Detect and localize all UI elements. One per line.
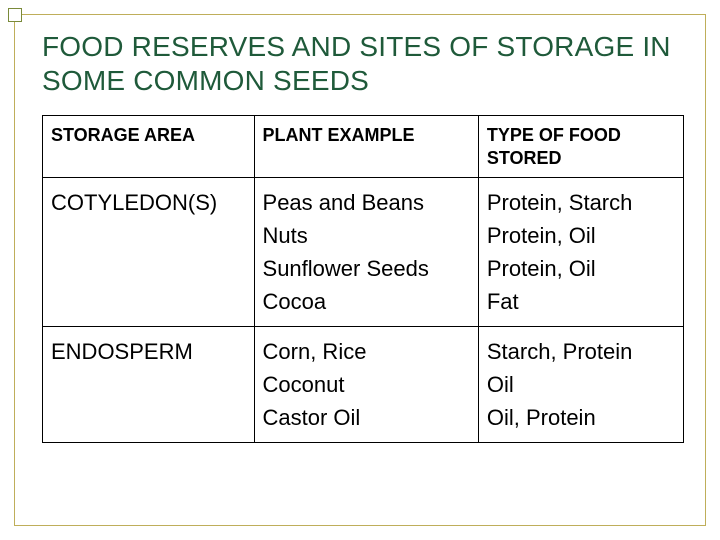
cell-line: Oil	[487, 368, 675, 401]
col-header-food-type: TYPE OF FOOD STORED	[478, 116, 683, 178]
cell-line: Sunflower Seeds	[263, 252, 470, 285]
cell-line: Protein, Starch	[487, 186, 675, 219]
cell-line: Castor Oil	[263, 401, 470, 434]
cell-line: Coconut	[263, 368, 470, 401]
cell-food-type: Protein, Starch Protein, Oil Protein, Oi…	[478, 178, 683, 327]
col-header-plant-example: PLANT EXAMPLE	[254, 116, 478, 178]
cell-line: Nuts	[263, 219, 470, 252]
slide-title: FOOD RESERVES AND SITES OF STORAGE IN SO…	[42, 30, 684, 97]
cell-line: Protein, Oil	[487, 252, 675, 285]
cell-line: Fat	[487, 285, 675, 318]
cell-plant-example: Corn, Rice Coconut Castor Oil	[254, 327, 478, 443]
cell-line: Corn, Rice	[263, 335, 470, 368]
cell-line: Cocoa	[263, 285, 470, 318]
table-row: ENDOSPERM Corn, Rice Coconut Castor Oil …	[43, 327, 684, 443]
cell-line: Peas and Beans	[263, 186, 470, 219]
table-header-row: STORAGE AREA PLANT EXAMPLE TYPE OF FOOD …	[43, 116, 684, 178]
col-header-storage-area: STORAGE AREA	[43, 116, 255, 178]
cell-food-type: Starch, Protein Oil Oil, Protein	[478, 327, 683, 443]
cell-line: Protein, Oil	[487, 219, 675, 252]
slide-content: FOOD RESERVES AND SITES OF STORAGE IN SO…	[14, 14, 706, 526]
cell-line: Starch, Protein	[487, 335, 675, 368]
cell-storage-area: COTYLEDON(S)	[43, 178, 255, 327]
cell-plant-example: Peas and Beans Nuts Sunflower Seeds Coco…	[254, 178, 478, 327]
cell-storage-area: ENDOSPERM	[43, 327, 255, 443]
table-row: COTYLEDON(S) Peas and Beans Nuts Sunflow…	[43, 178, 684, 327]
storage-table: STORAGE AREA PLANT EXAMPLE TYPE OF FOOD …	[42, 115, 684, 443]
cell-line: Oil, Protein	[487, 401, 675, 434]
